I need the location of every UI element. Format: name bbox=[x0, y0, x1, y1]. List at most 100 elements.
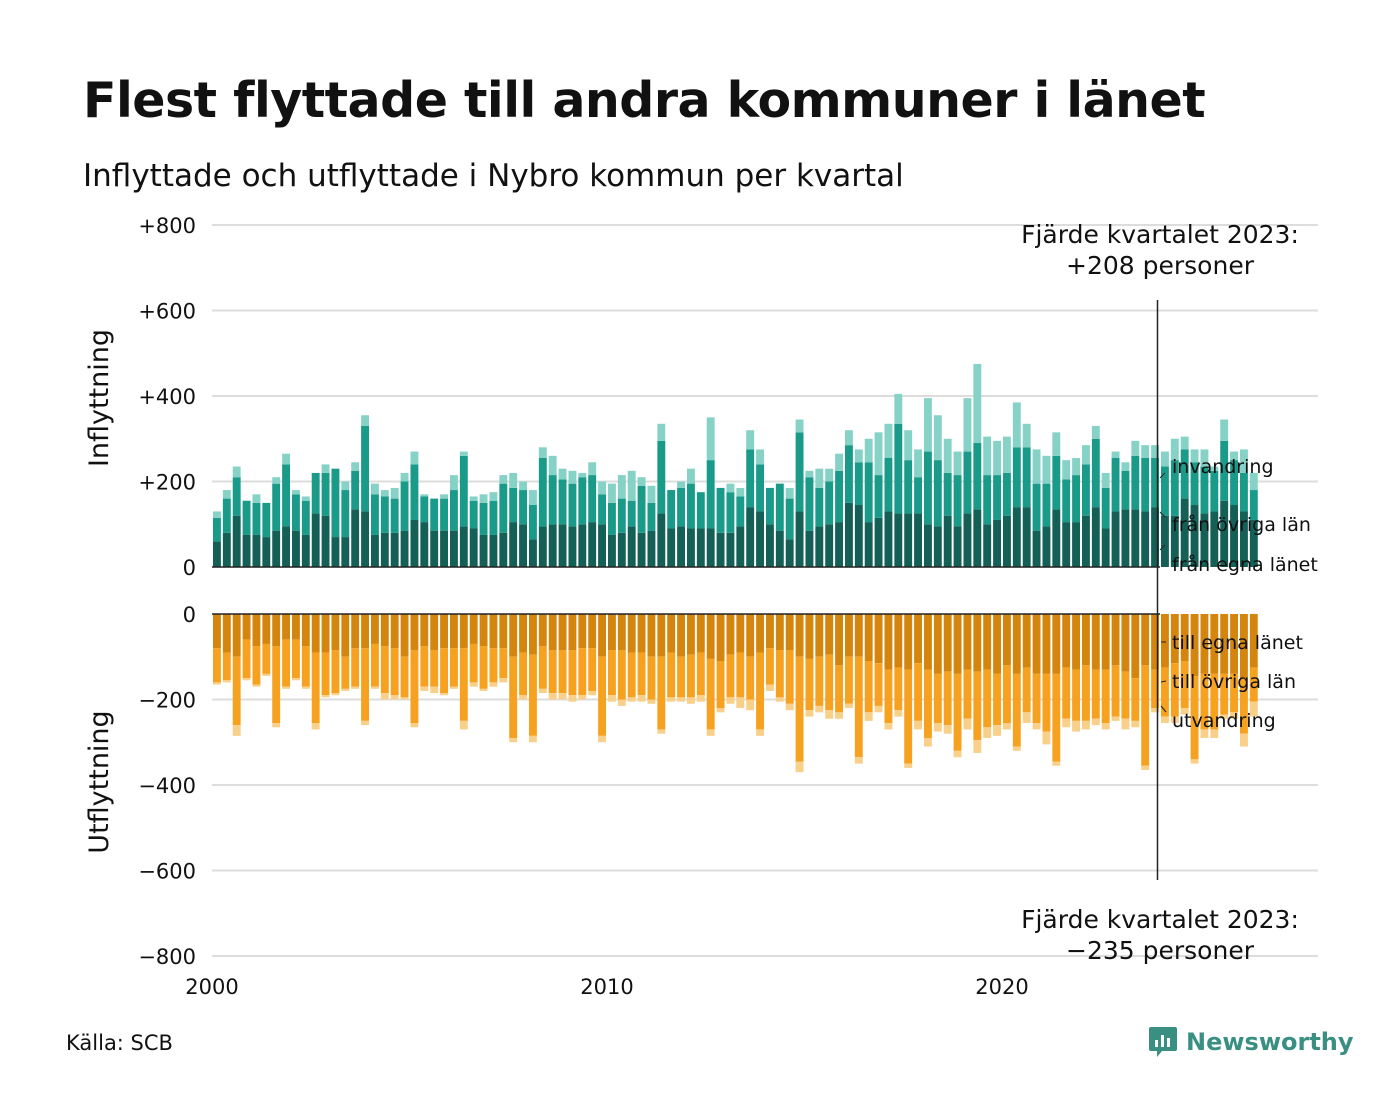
bar-out bbox=[1151, 708, 1160, 713]
bar-in bbox=[588, 475, 597, 523]
bar-out bbox=[844, 614, 853, 657]
bar-in bbox=[568, 526, 577, 567]
bar-out bbox=[1249, 701, 1258, 717]
bar-in bbox=[558, 479, 567, 525]
bar-out bbox=[1101, 614, 1110, 670]
bar-in bbox=[844, 445, 853, 503]
bar-in bbox=[667, 490, 676, 529]
bar-in bbox=[420, 494, 429, 497]
bar-out bbox=[370, 686, 379, 689]
bar-out bbox=[242, 614, 251, 640]
newsworthy-logo[interactable]: Newsworthy bbox=[1148, 1025, 1354, 1059]
bar-in bbox=[301, 496, 310, 501]
bar-in bbox=[1042, 526, 1051, 567]
bar-in bbox=[1210, 470, 1219, 512]
bar-in bbox=[706, 528, 715, 567]
bar-out bbox=[617, 650, 626, 700]
bar-in bbox=[370, 483, 379, 495]
y-tick-label: +400 bbox=[138, 385, 196, 409]
series-label-out: till övriga län bbox=[1172, 671, 1296, 693]
bar-out bbox=[854, 614, 863, 657]
bar-out bbox=[983, 669, 992, 728]
series-label-in: från egna länet bbox=[1172, 553, 1318, 576]
bar-in bbox=[716, 532, 725, 567]
bar-in bbox=[746, 449, 755, 508]
bar-out bbox=[380, 614, 389, 647]
bar-in bbox=[785, 498, 794, 540]
bar-out bbox=[1042, 614, 1051, 674]
bar-in bbox=[430, 530, 439, 567]
bar-in bbox=[489, 492, 498, 501]
bar-out bbox=[894, 710, 903, 717]
bar-in bbox=[578, 524, 587, 567]
bar-out bbox=[973, 614, 982, 672]
bar-in bbox=[469, 500, 478, 529]
bar-out bbox=[864, 712, 873, 721]
bar-out bbox=[953, 750, 962, 758]
bar-in bbox=[706, 460, 715, 529]
bar-out bbox=[1249, 667, 1258, 702]
bar-in bbox=[864, 462, 873, 523]
bar-in bbox=[835, 522, 844, 567]
bar-in bbox=[657, 440, 666, 514]
bar-in bbox=[370, 534, 379, 567]
bar-in bbox=[894, 513, 903, 567]
bar-out bbox=[607, 695, 616, 702]
bar-in bbox=[775, 483, 784, 531]
bar-out bbox=[558, 614, 567, 651]
bar-out bbox=[449, 648, 458, 687]
y-tick-label: 0 bbox=[183, 603, 196, 627]
bar-out bbox=[252, 684, 261, 687]
bar-out bbox=[232, 725, 241, 736]
bar-out bbox=[884, 669, 893, 724]
bar-in bbox=[1190, 505, 1199, 567]
bar-out bbox=[943, 725, 952, 734]
bar-in bbox=[854, 449, 863, 463]
bar-out bbox=[1072, 614, 1081, 670]
bar-in bbox=[509, 522, 518, 567]
bar-out bbox=[440, 693, 449, 696]
bar-in bbox=[617, 532, 626, 567]
bar-out bbox=[983, 727, 992, 738]
bar-in bbox=[765, 524, 774, 567]
axes: 0 +200 +400 +600 +800 0 −200 −400 −600 −800 2000 20… bbox=[84, 214, 1160, 999]
bar-in bbox=[351, 509, 360, 567]
bar-out bbox=[825, 710, 834, 719]
bar-in bbox=[1249, 472, 1258, 491]
bar-out bbox=[963, 614, 972, 670]
bar-in bbox=[1042, 455, 1051, 484]
bar-out bbox=[282, 686, 291, 689]
bar-out bbox=[598, 735, 607, 743]
bar-in bbox=[331, 468, 340, 538]
bar-in bbox=[884, 423, 893, 458]
bar-in bbox=[1101, 472, 1110, 488]
bar-in bbox=[1012, 402, 1021, 448]
bar-in bbox=[558, 524, 567, 567]
bar-out bbox=[430, 686, 439, 694]
bar-out bbox=[380, 646, 389, 694]
bar-out bbox=[657, 656, 666, 730]
bar-out bbox=[647, 656, 656, 700]
bar-in bbox=[1141, 445, 1150, 458]
bar-in bbox=[933, 415, 942, 461]
bar-out bbox=[854, 757, 863, 764]
bar-in bbox=[993, 475, 1002, 520]
bar-in bbox=[1160, 515, 1169, 567]
bar-out bbox=[1170, 716, 1179, 724]
bar-in bbox=[1249, 490, 1258, 520]
bar-in bbox=[538, 526, 547, 567]
series-label-in: från övriga län bbox=[1172, 513, 1311, 536]
bar-in bbox=[1141, 457, 1150, 512]
bar-out bbox=[212, 614, 221, 649]
bar-in bbox=[677, 481, 686, 488]
bar-in bbox=[420, 496, 429, 523]
bar-in bbox=[943, 438, 952, 473]
bar-in bbox=[746, 507, 755, 567]
bar-out bbox=[677, 614, 686, 657]
bar-in bbox=[499, 475, 508, 484]
bar-in bbox=[548, 455, 557, 476]
bar-in bbox=[479, 502, 488, 535]
bar-in bbox=[953, 526, 962, 567]
bar-out bbox=[657, 614, 666, 657]
bar-out bbox=[785, 614, 794, 651]
